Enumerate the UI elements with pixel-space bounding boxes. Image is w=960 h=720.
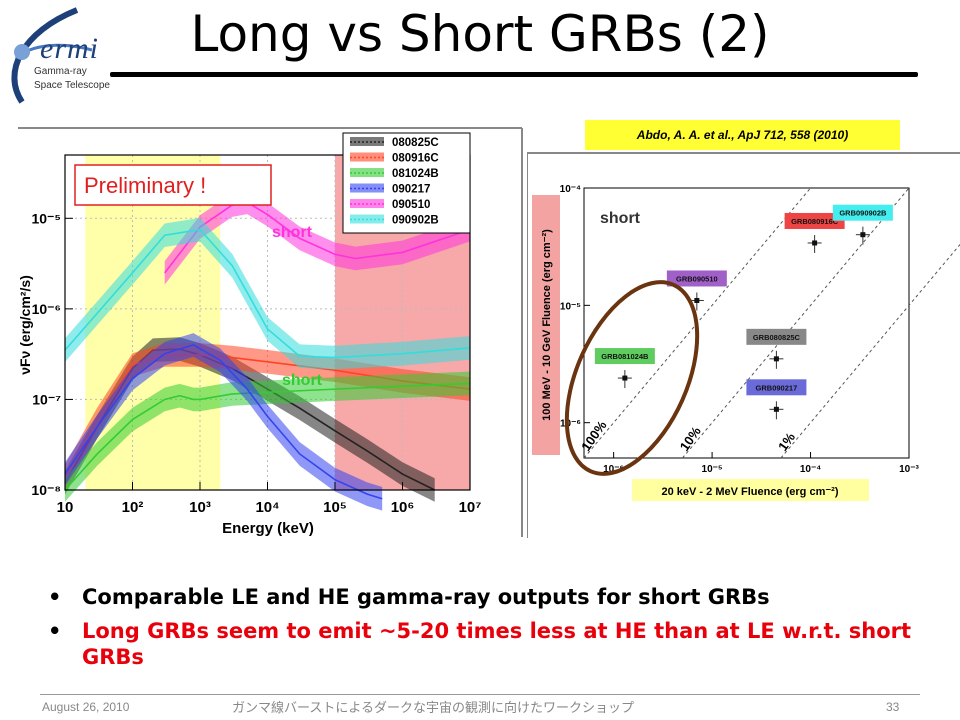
short-grb-ellipse [564, 280, 700, 476]
legend-label: 080825C [392, 137, 439, 149]
x-tick-label: 10⁴ [255, 499, 279, 516]
data-point [773, 356, 779, 362]
y-tick-label: 10⁻⁸ [31, 482, 61, 498]
y-tick-label: 10⁻⁵ [560, 301, 581, 312]
point-label-box [746, 328, 807, 345]
short-label-magenta: short [272, 224, 313, 241]
series-band-090510 [164, 190, 470, 285]
point-label: GRB080916C [791, 217, 839, 226]
page-number: 33 [886, 700, 900, 714]
data-point [773, 406, 779, 412]
y-tick-label: 10⁻⁴ [560, 184, 581, 195]
y-label-band [532, 195, 560, 455]
legend-label: 081024B [392, 168, 439, 180]
series-line-081024B [64, 382, 471, 491]
logo-line1: Gamma-ray [34, 66, 87, 77]
x-tick-label: 10⁷ [459, 499, 482, 516]
data-point [694, 297, 700, 303]
point-label: GRB090510 [676, 274, 718, 283]
point-label: GRB080825C [753, 333, 801, 342]
short-label-green: short [282, 372, 323, 389]
point-label-box [784, 212, 845, 229]
y-axis-label-2: 100 MeV - 10 GeV Fluence (erg cm⁻²) [541, 229, 553, 421]
series-band-081024B [65, 371, 470, 502]
series-line-090902B [64, 228, 471, 359]
series-band-090902B [65, 217, 470, 370]
point-label-box [594, 348, 655, 365]
ratio-label: 1% [775, 429, 798, 453]
bullet-item: • Long GRBs seem to emit ~5-20 times less… [46, 618, 946, 670]
y-tick-label: 10⁻⁵ [31, 210, 61, 226]
ratio-line [780, 243, 960, 459]
fermi-swirl-icon [11, 7, 93, 104]
data-point [860, 232, 866, 238]
legend-label: 090217 [392, 184, 430, 196]
preliminary-box [74, 164, 272, 206]
x-tick-label: 10² [122, 499, 144, 516]
point-label: GRB090902B [839, 209, 887, 218]
data-point [622, 375, 628, 381]
series-band-090217 [65, 333, 383, 511]
y-tick-label: 10⁻⁶ [32, 301, 61, 317]
data-point [812, 240, 818, 246]
y-axis-label: νFν (erg/cm²/s) [17, 275, 33, 375]
x-axis-label-2: 20 keV - 2 MeV Fluence (erg cm⁻²) [662, 486, 839, 498]
bullet-text: Comparable LE and HE gamma-ray outputs f… [82, 585, 770, 609]
point-label-box [746, 379, 807, 396]
short-label: short [600, 210, 641, 227]
fermi-logo [2, 2, 120, 108]
fluence-chart: 100% 10% 1% 10⁻⁶ 10⁻⁵ 10⁻⁴ 10⁻³ 10⁻⁶10⁻⁵10⁻⁴ … [527, 152, 960, 538]
y-tick-label: 10⁻⁶ [560, 419, 581, 430]
sed-chart: 10 10² 10³ 10⁴ 10⁵ 10⁶ 10⁷ 10⁻⁸ 10⁻⁷ 10⁻⁶ 10⁻⁵ En… [17, 127, 523, 537]
x-tick-label: 10⁵ [323, 499, 347, 516]
bullet-dot: • [48, 585, 62, 609]
legend-label: 090902B [392, 215, 439, 227]
citation: Abdo, A. A. et al., ApJ 712, 558 (2010) [585, 120, 900, 150]
footer-date: August 26, 2010 [42, 700, 130, 714]
x-axis-label: Energy (keV) [222, 520, 314, 537]
logo-word: ermi [40, 32, 99, 65]
x-tick-label: 10⁻⁶ [603, 464, 624, 475]
legend-label: 090510 [392, 199, 430, 211]
x-tick-label: 10⁶ [391, 499, 415, 516]
series-line-090510 [164, 201, 471, 274]
point-label: GRB090217 [756, 383, 798, 392]
series-line-090217 [64, 344, 383, 500]
point-label-box [666, 270, 727, 287]
x-tick-label: 10⁻³ [899, 464, 919, 475]
x-tick-label: 10³ [189, 499, 211, 516]
bullet-item: • Comparable LE and HE gamma-ray outputs … [46, 584, 946, 610]
plot-area-2 [583, 187, 910, 459]
logo-line2: Space Telescope [34, 80, 110, 91]
bullet-list: • Comparable LE and HE gamma-ray outputs … [46, 584, 946, 678]
ratio-label: 10% [677, 423, 704, 453]
title-rule [110, 72, 918, 77]
ratio-label: 100% [578, 418, 610, 454]
point-label-box [832, 204, 893, 221]
preliminary-label: Preliminary ! [84, 173, 206, 198]
legend-label: 080916C [392, 153, 439, 165]
x-tick-label: 10⁻⁴ [800, 464, 821, 475]
x-tick-label: 10 [57, 499, 74, 516]
x-label-band [632, 479, 869, 501]
footer-center: ガンマ線バーストによるダークな宇宙の観測に向けたワークショップ [232, 701, 634, 716]
x-tick-label: 10⁻⁵ [702, 464, 723, 475]
slide-title: Long vs Short GRBs (2) [190, 5, 770, 63]
bullet-dot: • [48, 619, 62, 643]
bullet-text: Long GRBs seem to emit ~5-20 times less … [82, 619, 912, 669]
footer-rule [40, 694, 920, 695]
ratio-line [682, 187, 910, 459]
point-label: GRB081024B [601, 352, 649, 361]
y-tick-label: 10⁻⁷ [32, 391, 61, 407]
